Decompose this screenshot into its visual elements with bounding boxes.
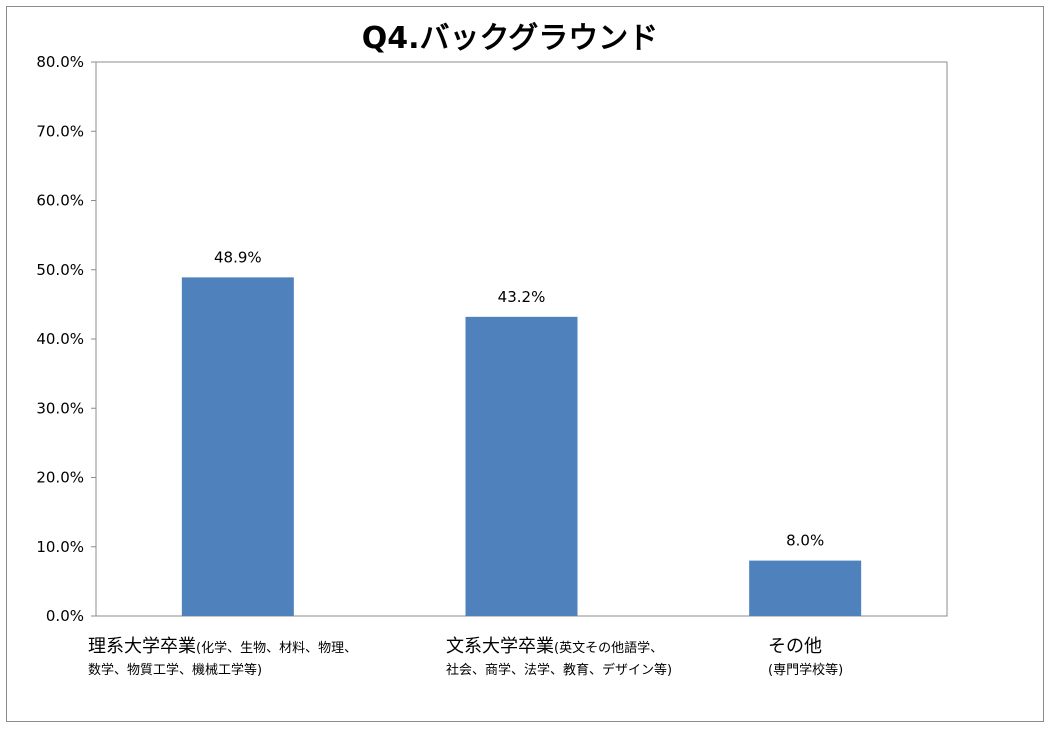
y-tick-label: 30.0% <box>36 399 84 417</box>
y-axis: 0.0% 10.0% 20.0% 30.0% 40.0% 50.0% 60.0% 70.0% 8… <box>36 53 96 625</box>
y-tick-label: 50.0% <box>36 261 84 279</box>
bar <box>181 277 294 616</box>
category-label-humanities: 文系大学卒業(英文その他語学、 社会、商学、法学、教育、デザイン等) <box>446 636 746 682</box>
data-label: 43.2% <box>498 288 546 306</box>
data-label: 48.9% <box>214 248 262 266</box>
y-tick-label: 80.0% <box>36 53 84 71</box>
category-main-label: 理系大学卒業 <box>88 636 196 657</box>
category-label-science: 理系大学卒業(化学、生物、材料、物理、 数学、物質工学、機械工学等) <box>88 636 428 682</box>
category-main-label: その他 <box>768 636 822 657</box>
category-sub-label: 社会、商学、法学、教育、デザイン等) <box>446 663 673 678</box>
category-label-other: その他 (専門学校等) <box>768 636 918 682</box>
category-sub-label: (英文その他語学、 <box>554 641 664 656</box>
y-tick-label: 10.0% <box>36 538 84 556</box>
y-tick-label: 60.0% <box>36 192 84 210</box>
category-sub-label: (化学、生物、材料、物理、 <box>196 641 358 656</box>
y-tick-label: 70.0% <box>36 122 84 140</box>
category-sub-label: (専門学校等) <box>768 663 844 678</box>
data-labels: 48.9% 43.2% 8.0% <box>214 248 824 549</box>
category-main-label: 文系大学卒業 <box>446 636 554 657</box>
bar <box>749 560 862 616</box>
category-sub-label: 数学、物質工学、機械工学等) <box>88 663 263 678</box>
bar <box>465 316 578 616</box>
chart-title: Q4.バックグラウンド <box>362 21 659 56</box>
y-tick-label: 40.0% <box>36 330 84 348</box>
y-tick-label: 20.0% <box>36 469 84 487</box>
data-label: 8.0% <box>786 532 824 550</box>
bars <box>181 277 862 616</box>
y-tick-label: 0.0% <box>46 607 84 625</box>
